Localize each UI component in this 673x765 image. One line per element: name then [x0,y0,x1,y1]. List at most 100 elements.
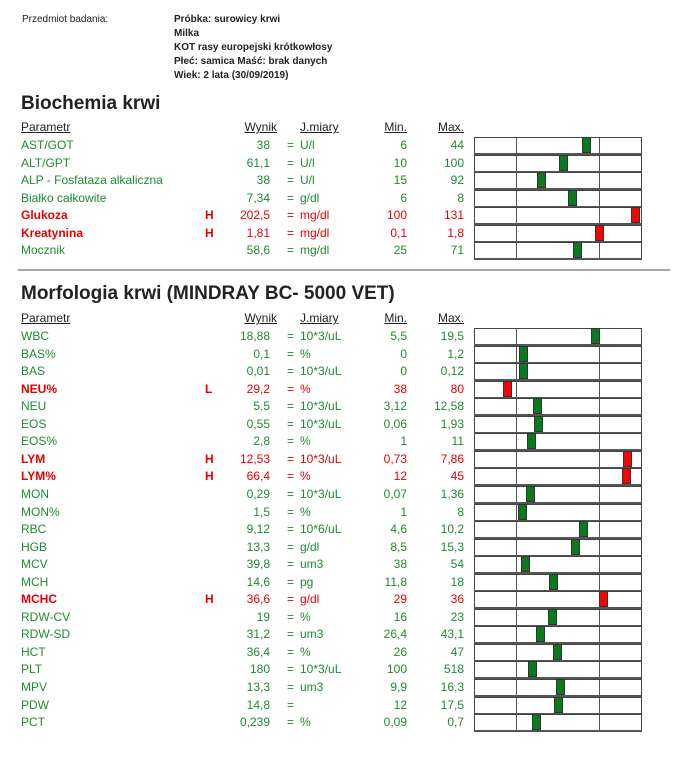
range-divider-min [516,347,517,362]
equals-sign: = [287,173,295,187]
parameter-name: MON [21,487,49,501]
unit: % [300,434,311,448]
min-value: 0,09 [383,715,407,729]
column-header-result: Wynik [244,120,277,134]
unit: % [300,610,311,624]
max-value: 80 [450,382,464,396]
parameter-name: LYM [21,452,46,466]
range-divider-max [599,557,600,572]
parameter-name: ALP - Fosfataza alkaliczna [21,173,163,187]
range-divider-min [516,138,517,153]
equals-sign: = [287,243,295,257]
range-divider-max [599,540,600,555]
range-divider-min [516,191,517,206]
result-value: 202,5 [239,208,270,222]
max-value: 8 [457,505,464,519]
equals-sign: = [287,347,295,361]
range-divider-max [599,399,600,414]
max-value: 19,5 [440,329,464,343]
column-header-unit: J.miary [300,120,339,134]
range-bar [474,644,642,662]
parameter-name: NEU [21,399,47,413]
result-marker [533,398,542,414]
range-divider-max [599,469,600,484]
equals-sign: = [287,715,295,729]
range-bar [474,155,642,173]
result-value: 1,81 [246,226,270,240]
range-divider-max [599,191,600,206]
unit: 10*3/uL [300,662,342,676]
min-value: 6 [400,138,407,152]
result-marker [534,416,543,432]
result-marker [532,714,541,730]
result-flag: H [205,226,214,240]
range-divider-min [516,173,517,188]
max-value: 1,36 [440,487,464,501]
range-divider-max [599,347,600,362]
result-value: 5,5 [253,399,270,413]
equals-sign: = [287,469,295,483]
range-divider-max [599,645,600,660]
min-value: 12 [393,469,407,483]
range-bar [474,346,642,364]
result-marker [549,574,558,590]
max-value: 0,7 [447,715,464,729]
max-value: 44 [450,138,464,152]
max-value: 100 [443,156,464,170]
result-value: 0,55 [246,417,270,431]
equals-sign: = [287,434,295,448]
range-divider-min [516,243,517,258]
unit: U/l [300,138,315,152]
parameter-name: RDW-CV [21,610,71,624]
unit: % [300,715,311,729]
range-bar [474,574,642,592]
result-marker [519,363,528,379]
min-value: 100 [386,662,407,676]
min-value: 29 [393,592,407,606]
result-flag: H [205,592,214,606]
unit: 10*3/uL [300,452,342,466]
range-divider-max [599,243,600,258]
result-value: 19 [256,610,270,624]
range-divider-max [599,434,600,449]
equals-sign: = [287,522,295,536]
column-header-unit: J.miary [300,311,339,325]
range-bar [474,714,642,732]
max-value: 71 [450,243,464,257]
result-value: 61,1 [246,156,270,170]
range-divider-min [516,592,517,607]
range-bar [474,451,642,469]
unit: um3 [300,680,324,694]
range-bar [474,661,642,679]
range-bar [474,486,642,504]
sample-type: Próbka: surowicy krwi [174,14,281,25]
result-marker [631,207,640,223]
result-value: 14,8 [246,698,270,712]
unit: mg/dl [300,226,330,240]
result-value: 36,4 [246,645,270,659]
result-value: 14,6 [246,575,270,589]
range-divider-min [516,627,517,642]
parameter-name: AST/GOT [21,138,74,152]
equals-sign: = [287,557,295,571]
min-value: 8,5 [390,540,407,554]
range-divider-min [516,680,517,695]
result-value: 0,1 [253,347,270,361]
max-value: 45 [450,469,464,483]
sex-color: Płeć: samica Maść: brak danych [174,56,328,67]
equals-sign: = [287,540,295,554]
min-value: 0 [400,364,407,378]
min-value: 5,5 [390,329,407,343]
result-marker [573,242,582,258]
equals-sign: = [287,680,295,694]
range-divider-max [599,698,600,713]
unit: U/l [300,173,315,187]
result-marker [528,661,537,677]
max-value: 23 [450,610,464,624]
result-value: 0,239 [239,715,270,729]
section-divider [18,269,670,271]
result-marker [553,644,562,660]
result-value: 1,5 [253,505,270,519]
result-value: 31,2 [246,627,270,641]
range-divider-max [599,522,600,537]
